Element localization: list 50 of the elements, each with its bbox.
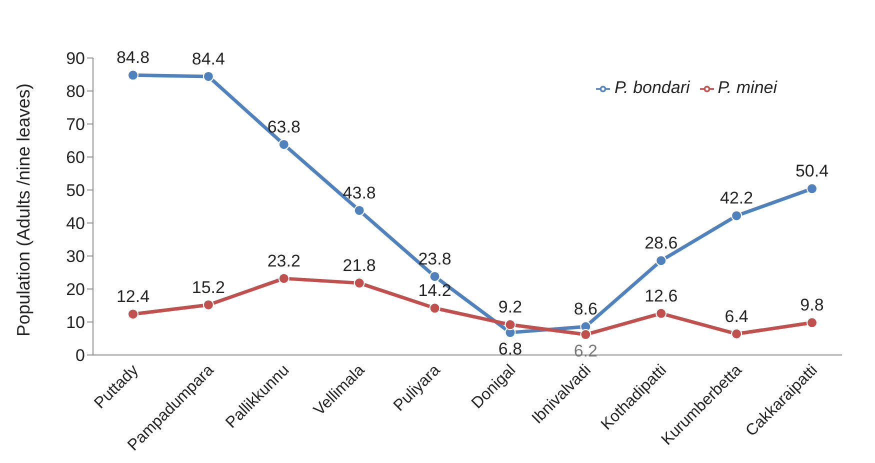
- point: [731, 328, 742, 340]
- data-label: 28.6: [644, 234, 678, 253]
- y-tick-label: 0: [76, 346, 85, 366]
- point: [806, 183, 818, 194]
- data-label: 12.6: [644, 286, 678, 306]
- y-tick-label: 80: [66, 82, 85, 102]
- point: [429, 270, 440, 282]
- data-label: 6.4: [724, 306, 748, 326]
- point: [354, 278, 365, 289]
- data-label: 9.2: [498, 298, 522, 317]
- y-tick-label: 60: [66, 148, 85, 168]
- y-tick-label: 90: [66, 49, 85, 68]
- data-label: 63.8: [267, 117, 300, 136]
- data-label: 8.6: [574, 300, 598, 319]
- point: [128, 308, 138, 320]
- data-label: 15.2: [192, 278, 225, 297]
- point: [278, 272, 290, 284]
- point: [656, 308, 667, 319]
- data-label: 12.4: [116, 287, 150, 306]
- y-tick-label: 20: [66, 280, 85, 300]
- y-tick-label: 50: [66, 181, 85, 200]
- data-label: 14.2: [418, 281, 452, 300]
- point: [429, 302, 440, 314]
- data-label: 6.8: [498, 340, 522, 359]
- point: [731, 210, 742, 222]
- data-label: 9.8: [800, 296, 824, 315]
- data-label: 43.8: [342, 183, 376, 202]
- data-label: 50.4: [795, 162, 829, 181]
- legend-label: P. bondari: [614, 78, 690, 97]
- y-tick-label: 40: [66, 214, 85, 234]
- data-label: 21.8: [342, 256, 376, 276]
- point: [202, 70, 214, 82]
- y-tick-label: 30: [66, 247, 85, 266]
- point: [656, 255, 667, 266]
- legend-label: P. minei: [718, 78, 777, 97]
- point: [580, 329, 592, 340]
- data-label: 23.8: [418, 249, 452, 268]
- point: [504, 319, 516, 330]
- point: [202, 299, 214, 310]
- point: [806, 317, 818, 328]
- data-label: 42.2: [720, 188, 754, 208]
- data-label: 84.4: [192, 49, 225, 68]
- data-label: 84.8: [116, 48, 150, 68]
- point: [354, 204, 365, 216]
- point: [128, 70, 138, 81]
- y-axis-title: Population (Adults /nine leaves): [13, 83, 34, 336]
- y-tick-label: 70: [66, 115, 85, 134]
- data-label: 23.2: [267, 251, 300, 270]
- point: [278, 138, 290, 150]
- y-tick-label: 10: [66, 313, 85, 332]
